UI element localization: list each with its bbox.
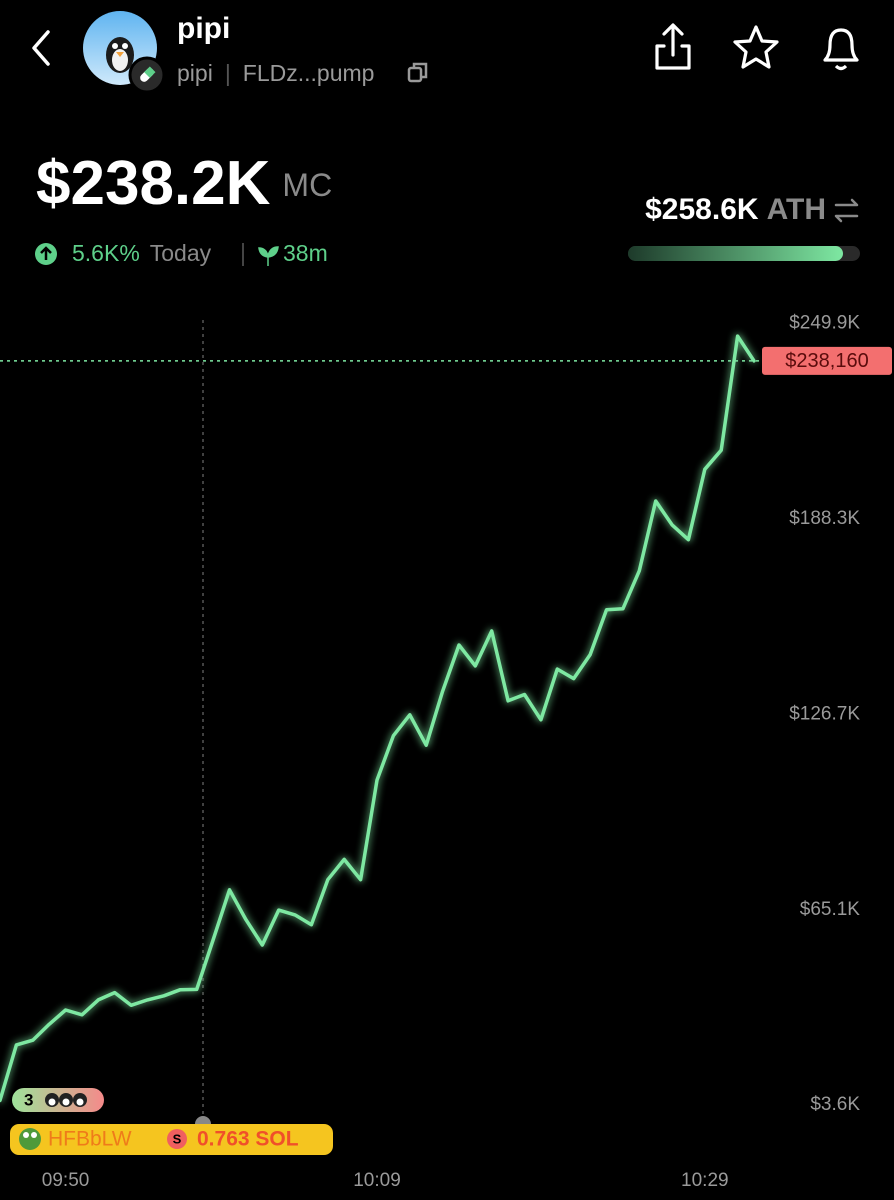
separator: | [225, 60, 231, 86]
toggle-icon[interactable] [834, 198, 859, 223]
current-price-tag [762, 346, 892, 375]
token-name: pipi [177, 12, 230, 45]
share-button[interactable] [655, 23, 691, 70]
holders-badge[interactable]: 3 [12, 1088, 104, 1112]
favorite-button[interactable] [733, 25, 779, 69]
x-tick-label: 10:09 [353, 1170, 401, 1191]
copy-icon[interactable] [407, 62, 428, 83]
alert-button[interactable] [823, 28, 859, 71]
y-tick-label: $3.6K [810, 1094, 860, 1115]
change-row: 5.6K% Today [72, 240, 212, 266]
current-price-label: $238,160 [785, 350, 868, 372]
ath-label: ATH [767, 193, 826, 226]
x-tick-label: 10:29 [681, 1170, 729, 1191]
currency-icon: S [173, 1131, 182, 1146]
chart: $3.6K $65.1K $126.7K $188.3K $249.9K 09:50 10:… [0, 313, 892, 1191]
token-address[interactable]: FLDz...pump [243, 60, 375, 86]
up-icon [35, 243, 57, 265]
change: 5.6K% [72, 240, 140, 266]
ath-progress-fill [628, 246, 843, 261]
trade-amount: 0.763 SOL [197, 1128, 299, 1151]
market-cap: $238.2K [36, 149, 271, 218]
token-symbol: pipi [177, 60, 213, 86]
y-tick-label: $249.9K [789, 313, 860, 334]
y-tick-label: $65.1K [800, 899, 861, 920]
age-icon [258, 246, 279, 266]
trade-badge[interactable]: HFBbLW S 0.763 SOL [10, 1124, 333, 1155]
token-subtitle: pipi | FLDz...pump [177, 60, 374, 86]
market-cap-row: $238.2K MC [36, 149, 332, 218]
x-tick-label: 09:50 [42, 1170, 90, 1191]
ath-row: $258.6K ATH [645, 193, 826, 226]
y-tick-label: $126.7K [789, 703, 860, 724]
holders-count: 3 [24, 1090, 33, 1109]
avatar [83, 11, 166, 94]
ath-value: $258.6K [645, 193, 759, 226]
market-cap-unit: MC [282, 167, 332, 203]
price-line [0, 334, 756, 1103]
y-tick-label: $188.3K [789, 508, 860, 529]
back-button[interactable] [32, 30, 50, 66]
age: 38m [283, 240, 328, 266]
period: Today [150, 240, 212, 266]
trader: HFBbLW [48, 1128, 132, 1151]
